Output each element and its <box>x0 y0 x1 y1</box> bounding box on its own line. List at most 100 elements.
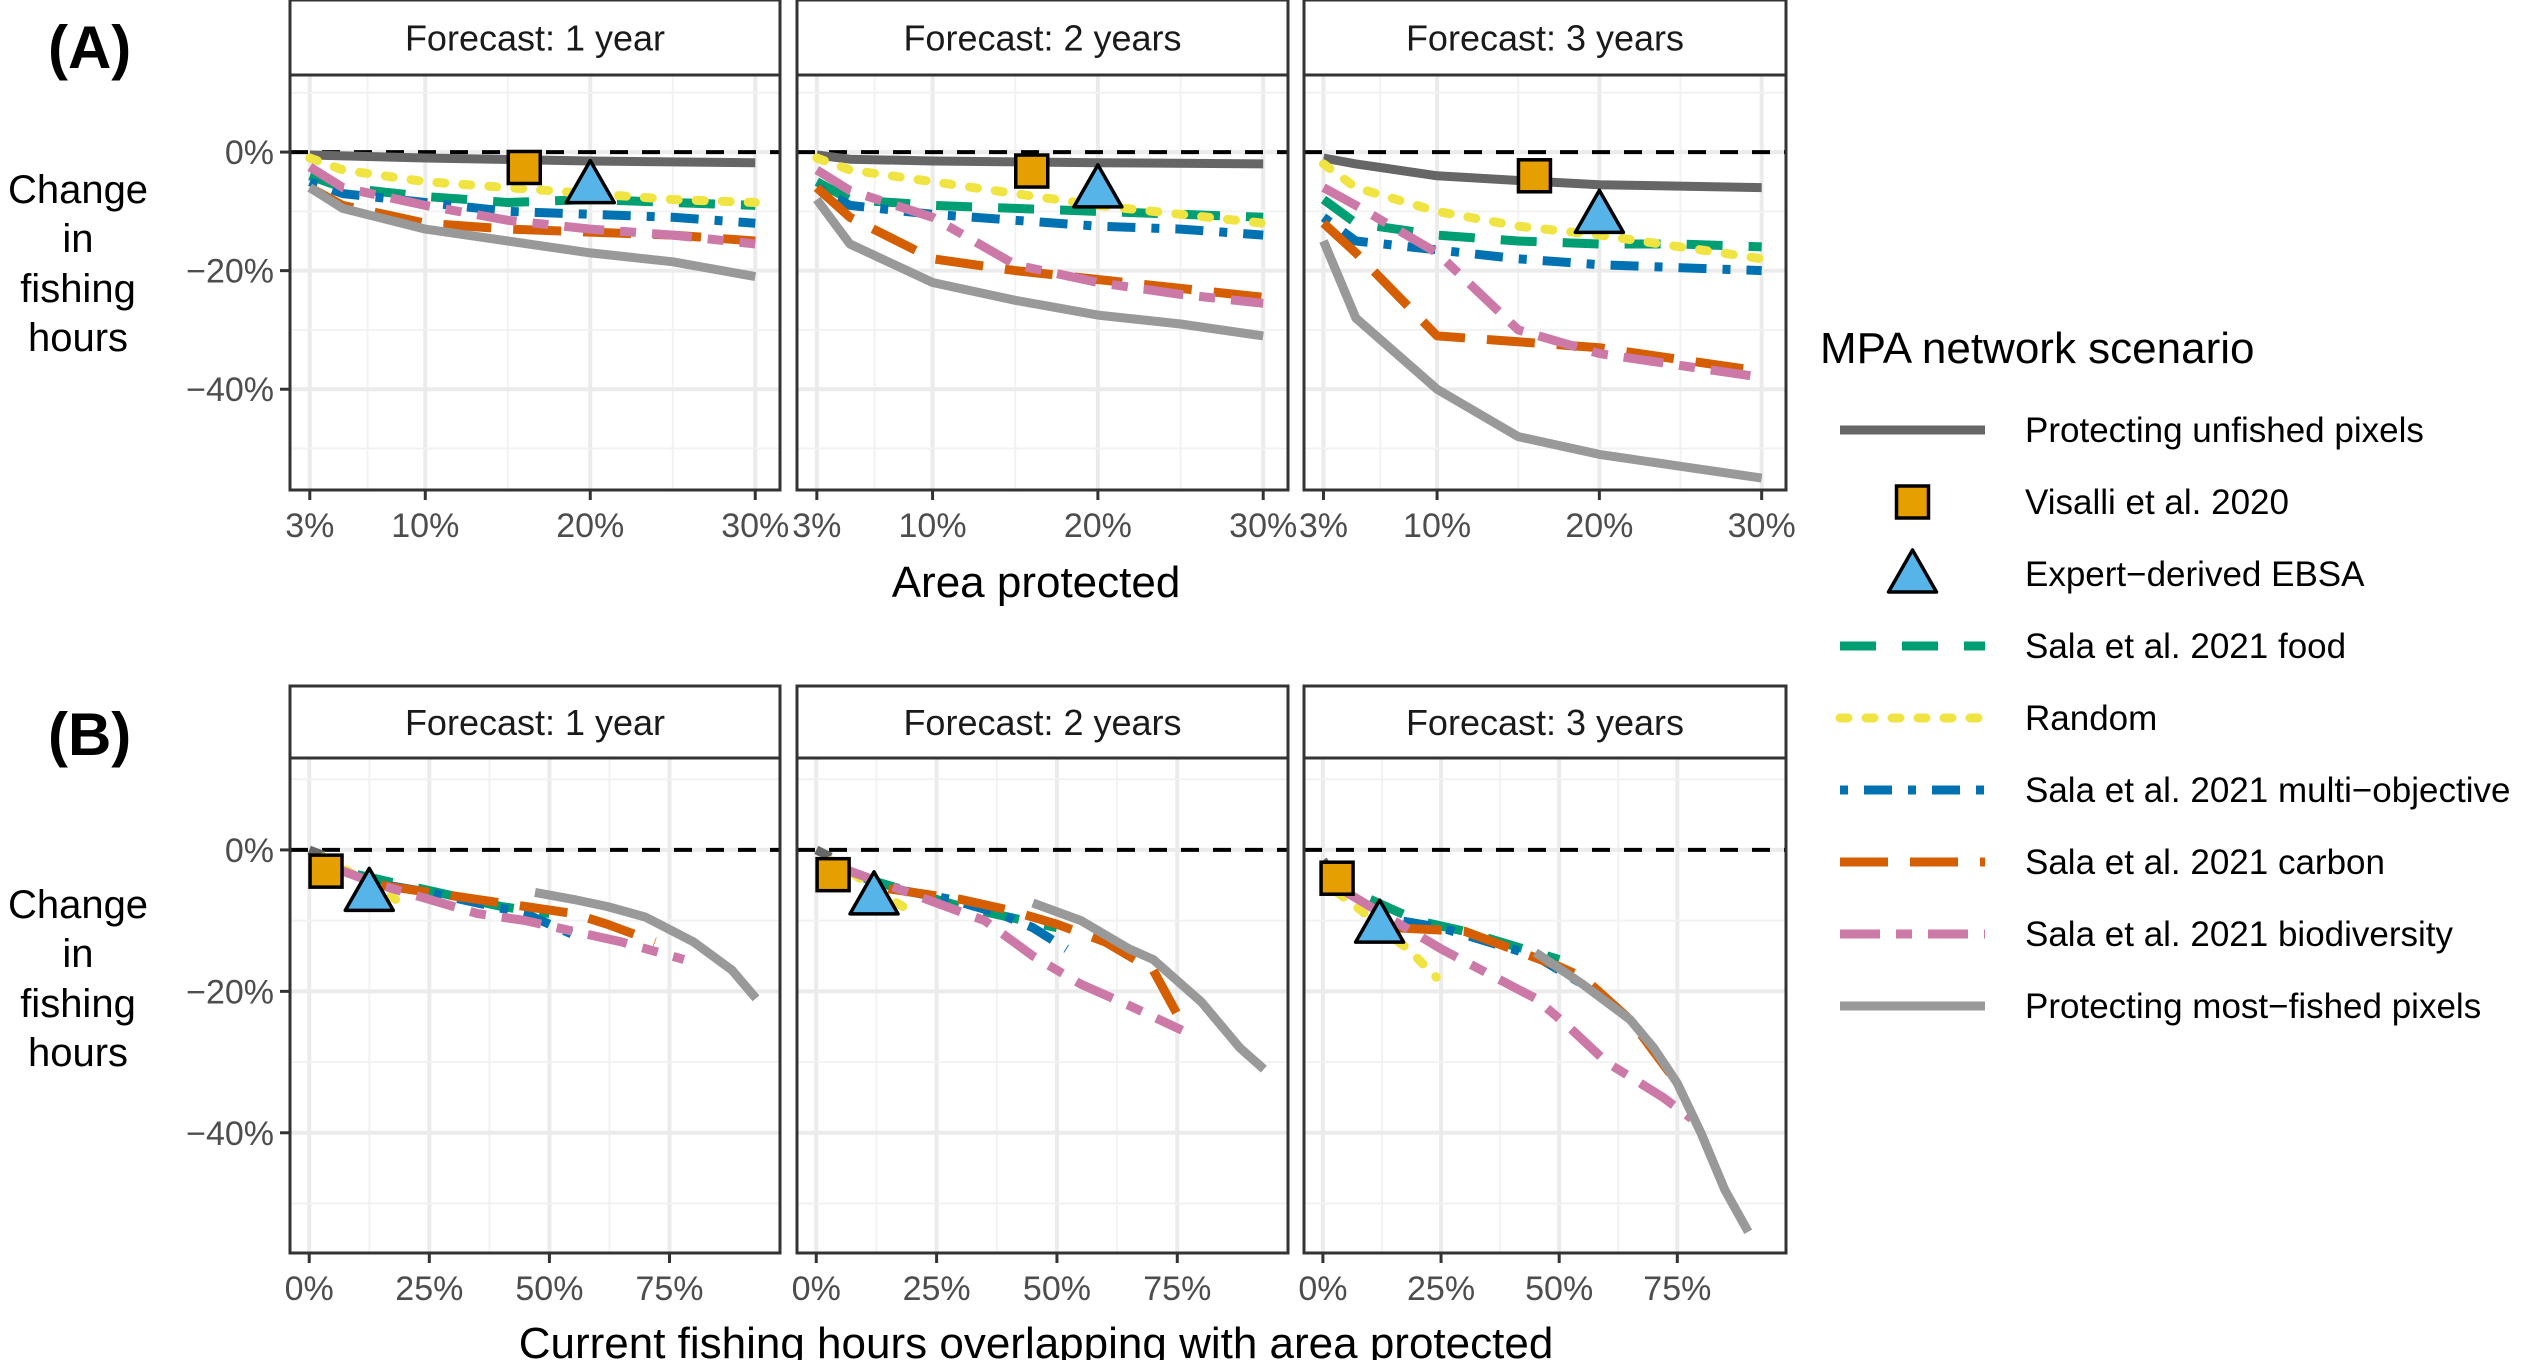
legend-item-sala-et-al-2021-multi-objective: Sala et al. 2021 multi−objective <box>1840 771 2510 810</box>
x-tick-label: 0% <box>792 1270 841 1308</box>
x-tick-label: 20% <box>1565 507 1633 545</box>
plot-area <box>797 758 1288 1253</box>
marker-visalli-et-al-2020 <box>1014 153 1050 189</box>
legend-label: Expert−derived EBSA <box>2025 555 2365 594</box>
marker-expert-derived-ebsa <box>343 866 396 913</box>
facet-title: Forecast: 1 year <box>405 702 665 743</box>
x-tick-label: 30% <box>721 507 789 545</box>
plot-area <box>290 758 780 1253</box>
plot-area <box>1304 75 1786 490</box>
legend-item-expert-derived-ebsa: Expert−derived EBSA <box>1886 548 2365 594</box>
plot-area <box>1304 758 1786 1253</box>
y-tick-label: −20% <box>186 973 274 1011</box>
y-axis-title-b: Change in fishing hours <box>8 883 148 1075</box>
facet-title: Forecast: 3 years <box>1406 18 1684 59</box>
facet-a-3: Forecast: 3 years 3% 10% 20% 30% <box>1299 0 1796 545</box>
facet-strip <box>1302 0 1788 77</box>
series-line-sala-et-al-2021-food <box>1320 195 1762 252</box>
x-tick-label: 30% <box>1229 507 1297 545</box>
series-line-random <box>305 153 760 207</box>
marker-visalli-et-al-2020 <box>506 149 543 186</box>
x-tick-label: 10% <box>1403 507 1471 545</box>
series-line-sala-et-al-2021-carbon <box>813 184 1264 302</box>
plot-area <box>290 75 780 490</box>
legend-item-sala-et-al-2021-biodiversity: Sala et al. 2021 biodiversity <box>1840 915 2454 954</box>
y-axis-title-a-line: in <box>62 217 93 261</box>
panel-label-b: (B) <box>48 701 131 768</box>
series-line-sala-et-al-2021-multi-objective <box>873 880 1069 953</box>
y-tick-label: 0% <box>225 832 274 870</box>
series-line-random <box>812 153 1268 228</box>
x-tick-label: 25% <box>395 1270 463 1308</box>
y-tick-label: −40% <box>186 1115 274 1153</box>
legend-title: MPA network scenario <box>1820 324 2254 373</box>
legend-key-square <box>1894 484 1931 520</box>
plot-area <box>797 75 1288 490</box>
x-tick-label: 10% <box>391 507 459 545</box>
panel-border <box>795 73 1290 492</box>
panel-border <box>288 73 782 492</box>
x-tick-label: 75% <box>635 1270 703 1308</box>
series-line-sala-et-al-2021-carbon <box>887 884 1187 1026</box>
legend-item-protecting-unfished-pixels: Protecting unfished pixels <box>1840 411 2424 450</box>
series-line-protecting-unfished-pixels <box>814 845 833 862</box>
facet-b-1: Forecast: 1 year 0% 25% 50% 75% 0% −20% −40% <box>186 684 782 1308</box>
legend-label: Sala et al. 2021 carbon <box>2025 843 2385 882</box>
y-axis-title-a-line: Change <box>8 168 148 212</box>
x-axis-title-b: Current fishing hours overlapping with a… <box>519 1319 1554 1360</box>
series-line-sala-et-al-2021-biodiversity <box>814 166 1264 308</box>
series-line-protecting-most-fished-pixels <box>534 887 760 1002</box>
y-tick-label: −20% <box>186 253 274 291</box>
legend-key-triangle <box>1886 548 1939 594</box>
panel-border <box>1302 756 1788 1255</box>
series-line-protecting-most-fished-pixels <box>1031 898 1267 1073</box>
panel-border <box>795 756 1290 1255</box>
y-axis-title-a: Change in fishing hours <box>8 168 148 360</box>
marker-expert-derived-ebsa <box>564 158 617 205</box>
panel-border <box>1302 73 1788 492</box>
marker-visalli-et-al-2020 <box>1516 158 1553 194</box>
legend-item-random: Random <box>1835 699 2157 738</box>
y-axis-title-b-line: fishing <box>20 982 136 1026</box>
legend-item-sala-et-al-2021-carbon: Sala et al. 2021 carbon <box>1840 843 2385 882</box>
series-line-sala-et-al-2021-multi-objective <box>814 183 1264 240</box>
y-tick-label: −40% <box>186 371 274 409</box>
x-tick-label: 0% <box>285 1270 334 1308</box>
marker-visalli-et-al-2020 <box>815 856 851 893</box>
y-tick-label: 0% <box>225 134 274 172</box>
marker-visalli-et-al-2020 <box>308 853 344 889</box>
facet-strip <box>288 0 782 77</box>
panel-border <box>288 756 782 1255</box>
x-tick-label: 3% <box>1299 507 1348 545</box>
x-tick-label: 10% <box>899 507 967 545</box>
facet-title: Forecast: 3 years <box>1406 702 1684 743</box>
series-line-sala-et-al-2021-biodiversity <box>307 163 756 249</box>
facet-strip <box>795 684 1290 760</box>
series-line-sala-et-al-2021-food <box>356 870 551 919</box>
series-line-protecting-unfished-pixels <box>1322 153 1762 193</box>
x-axis-title-a: Area protected <box>892 558 1181 607</box>
legend-label: Sala et al. 2021 food <box>2025 627 2346 666</box>
legend-item-sala-et-al-2021-food: Sala et al. 2021 food <box>1840 627 2346 666</box>
x-tick-label: 30% <box>1728 507 1796 545</box>
facet-title: Forecast: 2 years <box>903 18 1181 59</box>
legend-label: Protecting most−fished pixels <box>2025 987 2481 1026</box>
facet-a-2: Forecast: 2 years 3% 10% 20% 30% <box>792 0 1297 545</box>
legend-item-visalli-et-al-2020: Visalli et al. 2020 <box>1894 483 2289 522</box>
series-line-protecting-most-fished-pixels <box>813 196 1264 341</box>
y-axis-title-b-line: hours <box>28 1031 128 1075</box>
x-tick-label: 3% <box>285 507 334 545</box>
x-tick-label: 50% <box>515 1270 583 1308</box>
x-tick-label: 75% <box>1143 1270 1211 1308</box>
x-tick-label: 3% <box>792 507 841 545</box>
facet-b-2: Forecast: 2 years 0% 25% 50% 75% <box>792 684 1290 1308</box>
marker-visalli-et-al-2020 <box>1319 860 1355 896</box>
x-tick-label: 20% <box>1064 507 1132 545</box>
x-tick-label: 25% <box>1407 1270 1475 1308</box>
facet-strip <box>288 684 782 760</box>
x-tick-label: 50% <box>1525 1270 1593 1308</box>
series-line-sala-et-al-2021-food <box>814 177 1264 222</box>
legend-label: Visalli et al. 2020 <box>2025 483 2289 522</box>
